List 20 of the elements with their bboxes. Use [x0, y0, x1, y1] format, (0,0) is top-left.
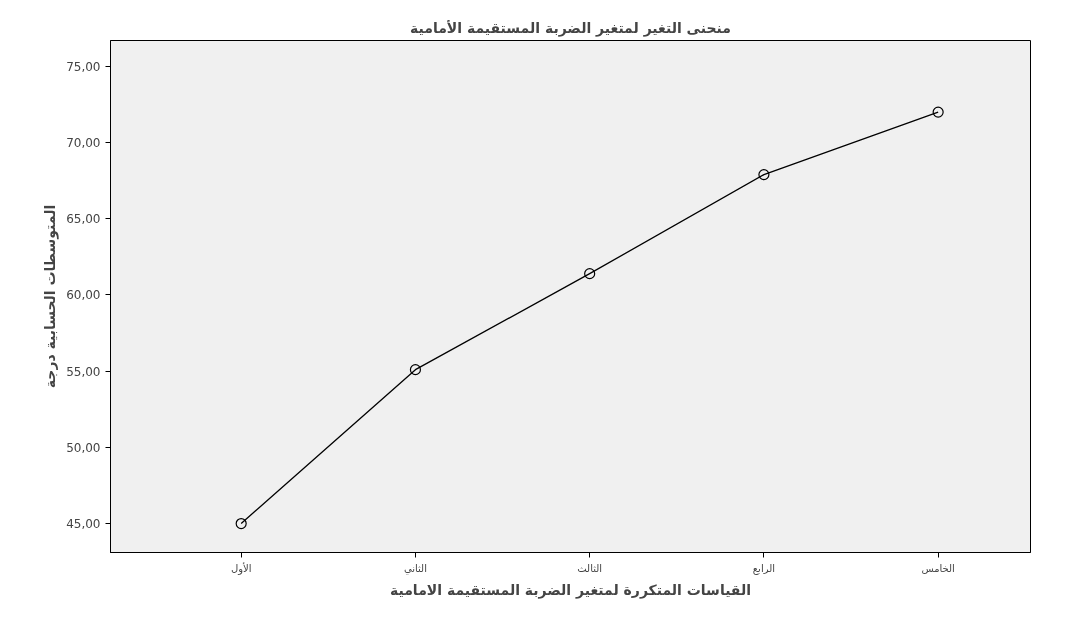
- point: [409, 364, 422, 376]
- y-axis-title: المتوسطات الحسابية درجة: [42, 204, 60, 389]
- y-tick-label: 60,00: [66, 288, 101, 303]
- x-tick-label: الأول: [230, 561, 252, 575]
- x-axis-title: القياسات المتكررة لمتغير الضربة المستقيمة الامامية: [390, 581, 751, 599]
- point: [235, 517, 247, 530]
- point: [932, 106, 944, 118]
- x-tick-label: الخامس: [921, 562, 955, 574]
- point: [758, 169, 770, 181]
- x-tick-label: الرابع: [752, 562, 776, 575]
- y-tick-label: 45,00: [66, 517, 101, 532]
- x-tick-label: الثالث: [577, 562, 603, 574]
- y-tick-label: 55,00: [66, 364, 101, 379]
- y-tick-label: 50,00: [66, 440, 101, 455]
- point: [584, 268, 596, 280]
- y-tick-label: 65,00: [66, 212, 101, 227]
- y-tick-label: 75,00: [66, 59, 101, 74]
- chart-title: منحنى التغير لمتغير الضربة المستقيمة الأمامية: [410, 19, 731, 37]
- y-tick-label: 70,00: [66, 136, 101, 151]
- x-tick-label: الثاني: [403, 562, 427, 575]
